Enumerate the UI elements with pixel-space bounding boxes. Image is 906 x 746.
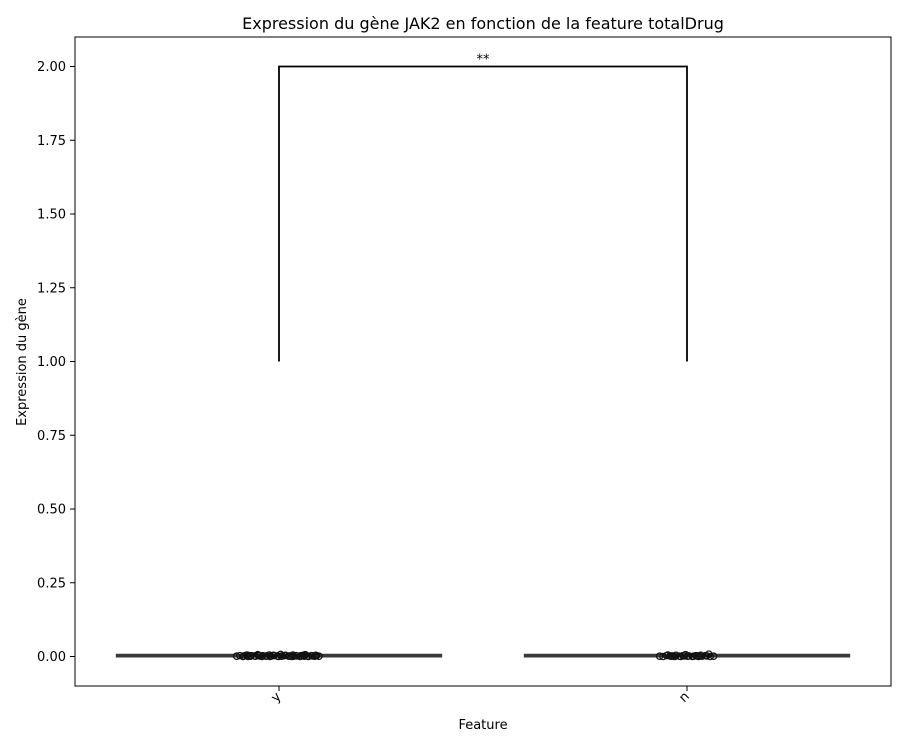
data-point	[664, 651, 672, 659]
y-axis-label: Expression du gène	[15, 298, 30, 426]
y-tick-label: 0.50	[37, 503, 66, 518]
y-tick-label: 0.75	[37, 429, 66, 444]
x-tick-label: n	[676, 689, 692, 705]
x-axis-label: Feature	[458, 718, 507, 733]
data-point	[312, 651, 321, 660]
plot-area: 0.00 0.25 0.50 0.75 1.00 1.25 1.50 1.75 2.00 y n **	[37, 53, 851, 706]
data-point	[680, 652, 689, 660]
data-point	[689, 652, 698, 661]
data-point	[709, 652, 718, 661]
y-tick-label: 1.00	[37, 355, 66, 370]
y-tick-label: 1.50	[37, 208, 66, 223]
data-point	[698, 652, 706, 661]
data-point	[694, 652, 703, 661]
y-tick-label: 1.75	[37, 134, 66, 149]
chart-title: Expression du gène JAK2 en fonction de l…	[242, 14, 724, 33]
data-point	[706, 652, 714, 661]
y-tick-label: 0.00	[37, 650, 66, 665]
significance-bracket	[278, 65, 688, 362]
y-tick-label: 0.25	[37, 576, 66, 591]
y-tick-label: 1.25	[37, 281, 66, 296]
x-tick-label: y	[268, 689, 284, 705]
data-point	[296, 652, 305, 661]
y-tick-label: 2.00	[37, 60, 66, 75]
plot-frame	[74, 36, 892, 687]
significance-label: **	[477, 53, 491, 68]
data-point	[289, 651, 297, 659]
data-point	[681, 650, 690, 659]
